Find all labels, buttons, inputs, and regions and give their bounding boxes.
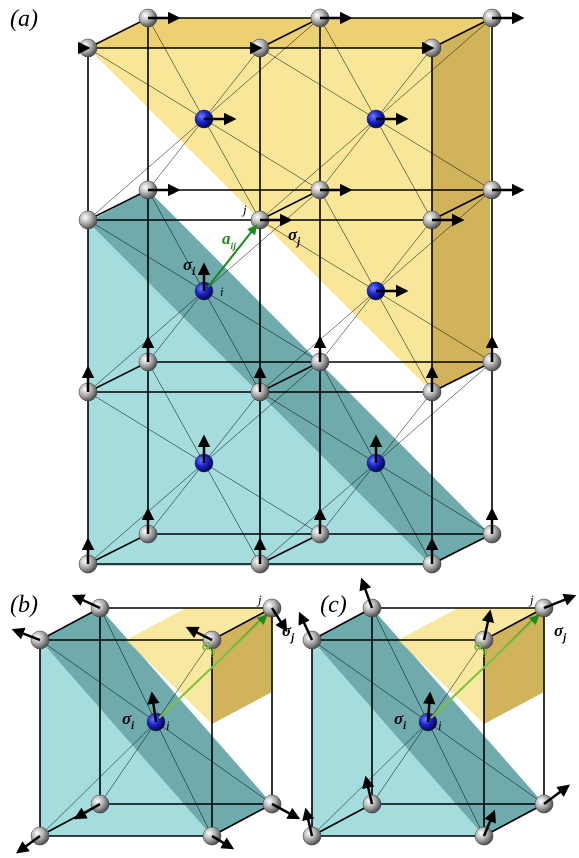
bond-label: aij <box>222 229 236 252</box>
corner-atom <box>423 39 441 57</box>
site-label: i <box>220 284 224 299</box>
panel-label: (c) <box>320 592 347 618</box>
panel-label: (a) <box>10 6 38 32</box>
spin-arrow <box>544 786 568 804</box>
page: {"panels": [ {"label": "(a)", "site_i": … <box>0 0 579 858</box>
site-label: i <box>438 718 442 733</box>
corner-atom <box>79 211 97 229</box>
bond-label-subscript: ij <box>211 647 217 657</box>
site-label: j <box>256 592 262 607</box>
site-label: i <box>166 718 170 733</box>
site-label: j <box>528 592 534 607</box>
spin-label: σj <box>282 621 295 644</box>
corner-atom <box>251 39 269 57</box>
panel-label: (b) <box>10 592 38 618</box>
bond-label-subscript: ij <box>231 241 237 252</box>
site-label: j <box>241 202 247 217</box>
bond-label-subscript: ij <box>483 647 489 657</box>
figure: (a)ijaijσiσj(b)ijaijσiσj(c)ijaijσiσj <box>0 0 579 858</box>
spin-label: σj <box>554 621 567 644</box>
corner-atom <box>79 39 97 57</box>
